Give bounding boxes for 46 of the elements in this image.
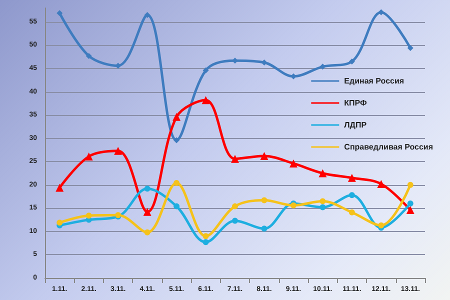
- point: [174, 137, 180, 144]
- point: [144, 229, 150, 236]
- point: [407, 45, 414, 52]
- point: [260, 152, 268, 160]
- point: [348, 209, 355, 216]
- point: [202, 233, 209, 240]
- point: [56, 184, 64, 192]
- point: [231, 154, 239, 163]
- point: [318, 169, 327, 178]
- point: [406, 206, 414, 214]
- point: [232, 218, 238, 224]
- point: [172, 112, 181, 121]
- point: [320, 64, 326, 70]
- point: [289, 159, 298, 168]
- point: [144, 12, 150, 18]
- point: [86, 212, 92, 219]
- point: [174, 180, 180, 186]
- point: [261, 59, 268, 66]
- point: [144, 186, 150, 192]
- point: [378, 222, 384, 228]
- point: [377, 180, 386, 188]
- point: [320, 204, 326, 210]
- legend-label: Справедливая Россия: [344, 142, 434, 152]
- point: [407, 200, 414, 207]
- point: [232, 203, 238, 210]
- point: [261, 197, 268, 204]
- legend-label: ЛДПР: [344, 120, 368, 130]
- point: [348, 58, 355, 65]
- point: [261, 226, 268, 232]
- point: [348, 192, 355, 198]
- point: [56, 10, 63, 16]
- point: [114, 146, 122, 155]
- point: [143, 208, 152, 216]
- point: [56, 220, 63, 226]
- legend-label: КПРФ: [344, 98, 368, 108]
- point: [86, 52, 92, 59]
- point: [84, 152, 93, 160]
- point: [320, 198, 326, 204]
- point: [348, 174, 356, 182]
- point: [174, 203, 180, 210]
- point: [202, 67, 209, 74]
- point: [202, 239, 209, 246]
- legend-label: Единая Россия: [344, 76, 404, 86]
- point: [202, 96, 210, 104]
- point: [378, 9, 384, 16]
- point: [407, 182, 414, 188]
